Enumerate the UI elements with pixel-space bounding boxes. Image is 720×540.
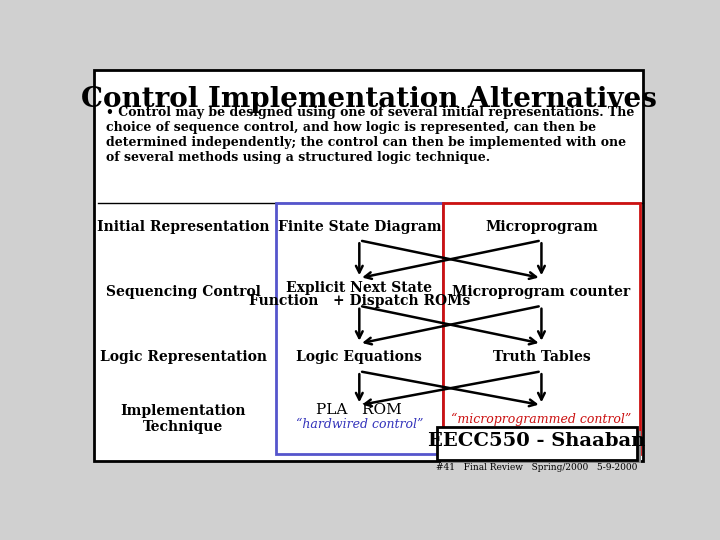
- Text: Finite State Diagram: Finite State Diagram: [277, 219, 441, 233]
- Bar: [443, 204, 640, 454]
- Bar: [441, 430, 641, 463]
- Text: Truth Tables: Truth Tables: [492, 350, 590, 365]
- Text: Explicit Next State: Explicit Next State: [287, 281, 432, 295]
- Text: #41   Final Review   Spring/2000   5-9-2000: #41 Final Review Spring/2000 5-9-2000: [436, 463, 638, 472]
- Text: Control Implementation Alternatives: Control Implementation Alternatives: [81, 86, 657, 113]
- Text: Implementation
Technique: Implementation Technique: [120, 404, 246, 434]
- Text: EECC550 - Shaaban: EECC550 - Shaaban: [428, 431, 646, 450]
- Text: Logic Equations: Logic Equations: [297, 350, 422, 365]
- Text: Sequencing Control: Sequencing Control: [106, 285, 261, 299]
- Text: “microprogrammed control”: “microprogrammed control”: [451, 413, 631, 426]
- Text: Function   + Dispatch ROMs: Function + Dispatch ROMs: [248, 294, 470, 308]
- Text: Microprogram: Microprogram: [485, 219, 598, 233]
- Text: PLA   ROM: PLA ROM: [316, 403, 402, 417]
- Bar: [276, 204, 443, 454]
- Text: “hardwired control”: “hardwired control”: [296, 418, 423, 431]
- Text: • Control may be designed using one of several initial representations. The
choi: • Control may be designed using one of s…: [106, 106, 634, 164]
- Text: Microprogram counter: Microprogram counter: [452, 285, 631, 299]
- Bar: [437, 428, 637, 460]
- Text: Logic Representation: Logic Representation: [99, 350, 266, 365]
- Text: Initial Representation: Initial Representation: [96, 219, 269, 233]
